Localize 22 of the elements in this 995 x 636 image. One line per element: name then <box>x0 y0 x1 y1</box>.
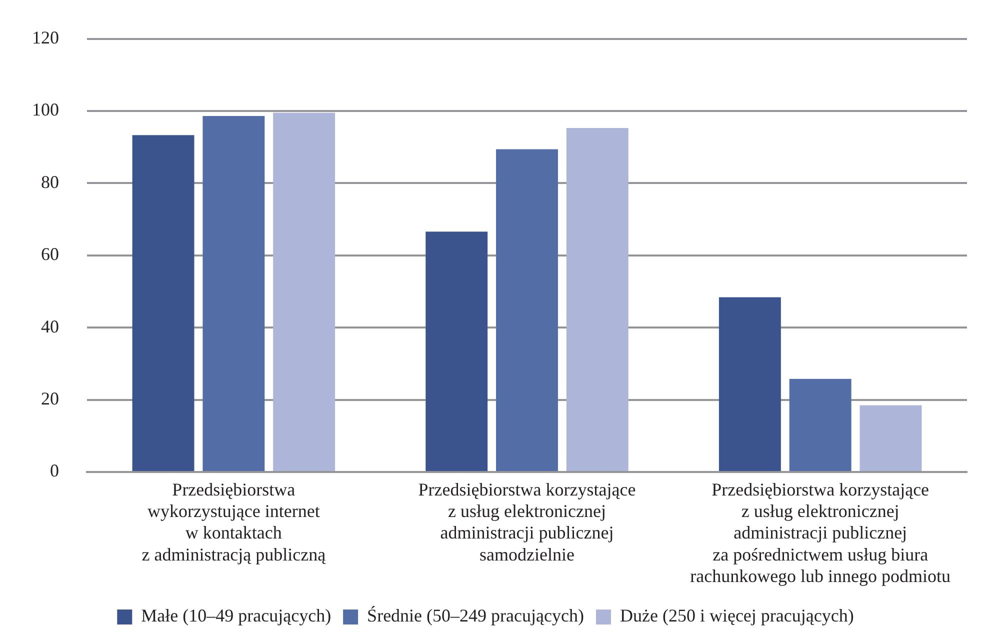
legend-label: Duże (250 i więcej pracujących) <box>620 606 854 626</box>
y-tick-label: 80 <box>41 172 59 192</box>
bar <box>718 297 781 471</box>
bar <box>860 405 922 471</box>
bar <box>273 112 336 471</box>
y-tick-label: 100 <box>32 100 59 120</box>
x-tick-label: Przedsiębiorstwa korzystające z usług elektronicznej administracji publicznej za pośrednictwem usług biura rachunkowego lub innego podmiotu <box>690 480 951 586</box>
y-tick-label: 20 <box>41 388 59 409</box>
bar <box>202 116 265 471</box>
legend-label: Średnie (50–249 pracujących) <box>367 606 584 626</box>
y-tick-label: 40 <box>41 316 59 336</box>
x-tick-label: Przedsiębiorstwa korzystające z usług elektronicznej administracji publicznej samodzielnie <box>418 480 636 564</box>
bar <box>789 378 852 471</box>
bar <box>496 149 558 471</box>
bar <box>132 135 194 471</box>
y-tick-label: 60 <box>41 244 59 264</box>
bar <box>566 128 628 471</box>
y-tick-label: 120 <box>32 28 59 48</box>
bar <box>426 232 488 471</box>
x-tick-label: Przedsiębiorstwa wykorzystujące internet w kontaktach z administracją publiczną <box>142 480 327 564</box>
legend-label: Małe (10–49 pracujących) <box>141 606 332 626</box>
y-tick-label: 0 <box>50 460 59 481</box>
